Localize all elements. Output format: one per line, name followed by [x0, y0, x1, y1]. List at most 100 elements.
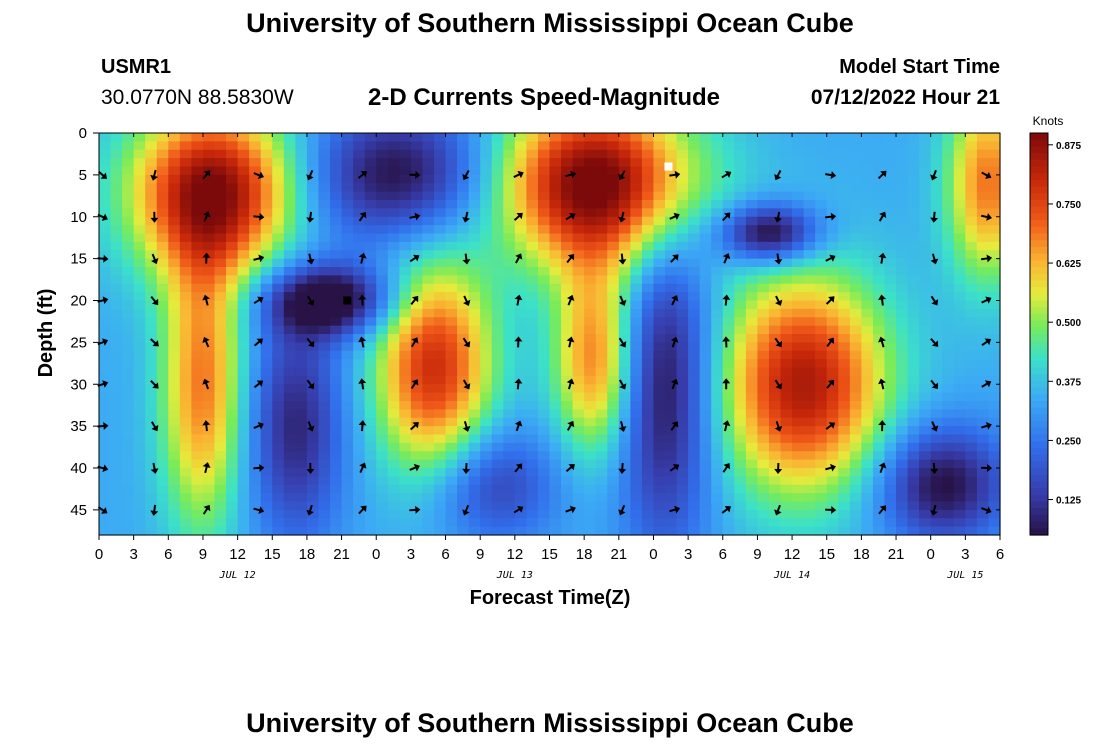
heatmap-cell	[607, 233, 620, 243]
heatmap-cell	[976, 317, 990, 327]
heatmap-cell	[272, 208, 285, 218]
heatmap-cell	[237, 367, 250, 377]
heatmap-cell	[595, 375, 608, 385]
heatmap-cell	[133, 325, 146, 335]
heatmap-cell	[607, 484, 620, 494]
heatmap-cell	[722, 258, 735, 268]
heatmap-cell	[872, 174, 886, 184]
heatmap-cell	[330, 308, 343, 318]
heatmap-cell	[757, 258, 770, 268]
heatmap-cell	[734, 342, 747, 352]
heatmap-cell	[179, 401, 193, 410]
heatmap-cell	[133, 409, 146, 419]
heatmap-cell	[768, 476, 782, 486]
x-tick-label: 0	[649, 546, 657, 563]
colorbar-cell	[1030, 441, 1048, 449]
heatmap-cell	[976, 526, 990, 536]
heatmap-cell	[133, 267, 146, 276]
current-arrow	[722, 294, 731, 306]
heatmap-cell	[792, 158, 805, 168]
heatmap-cell	[122, 493, 135, 503]
heatmap-cell	[965, 166, 978, 176]
heatmap-cell	[745, 275, 759, 285]
heatmap-cell	[734, 518, 747, 528]
heatmap-cell	[896, 183, 909, 193]
heatmap-cell	[665, 141, 678, 151]
heatmap-cell	[433, 258, 447, 268]
heatmap-cell	[930, 409, 943, 419]
heatmap-cell	[249, 275, 262, 285]
heatmap-cell	[630, 468, 643, 477]
heatmap-cell	[202, 359, 216, 369]
heatmap-cell	[688, 300, 701, 310]
heatmap-cell	[480, 359, 493, 369]
heatmap-cell	[745, 468, 759, 477]
heatmap-cell	[768, 225, 782, 235]
heatmap-cell	[445, 325, 458, 335]
heatmap-cell	[133, 375, 146, 385]
heatmap-cell	[757, 267, 770, 276]
heatmap-cell	[641, 166, 655, 176]
heatmap-cell	[330, 200, 343, 209]
heatmap-cell	[988, 158, 1001, 168]
heatmap-cell	[514, 334, 527, 343]
heatmap-cell	[179, 334, 193, 343]
heatmap-cell	[99, 501, 112, 511]
heatmap-cell	[318, 484, 331, 494]
heatmap-cell	[433, 367, 447, 377]
heatmap-cell	[179, 375, 193, 385]
heatmap-cell	[965, 350, 978, 360]
heatmap-cell	[491, 426, 504, 436]
heatmap-cell	[907, 275, 920, 285]
colorbar-cell	[1030, 133, 1048, 141]
heatmap-cell	[930, 334, 943, 343]
heatmap-cell	[549, 241, 562, 251]
heatmap-cell	[641, 501, 655, 511]
heatmap-cell	[572, 191, 585, 201]
heatmap-cell	[942, 174, 955, 184]
heatmap-cell	[919, 275, 932, 285]
heatmap-cell	[422, 342, 435, 352]
heatmap-cell	[433, 166, 447, 176]
heatmap-cell	[919, 526, 932, 536]
heatmap-cell	[884, 208, 897, 218]
heatmap-cell	[722, 359, 735, 369]
heatmap-cell	[630, 191, 643, 201]
heatmap-cell	[699, 233, 712, 243]
heatmap-cell	[734, 367, 747, 377]
heatmap-cell	[445, 509, 458, 519]
heatmap-cell	[468, 375, 481, 385]
heatmap-cell	[122, 451, 135, 461]
heatmap-cell	[468, 158, 481, 168]
heatmap-cell	[745, 267, 759, 276]
heatmap-cell	[145, 468, 158, 477]
heatmap-cell	[930, 292, 943, 302]
heatmap-cell	[410, 509, 424, 519]
heatmap-cell	[318, 233, 331, 243]
heatmap-cell	[191, 509, 204, 519]
heatmap-cell	[919, 442, 932, 452]
heatmap-cell	[919, 241, 932, 251]
colorbar-cell	[1030, 280, 1048, 288]
heatmap-cell	[896, 518, 909, 528]
heatmap-cell	[364, 200, 377, 209]
heatmap-cell	[653, 484, 666, 494]
heatmap-cell	[849, 233, 862, 243]
current-arrow	[411, 337, 419, 348]
heatmap-cell	[641, 342, 655, 352]
heatmap-cell	[561, 367, 574, 377]
heatmap-cell	[907, 459, 920, 469]
heatmap-cell	[584, 367, 597, 377]
heatmap-cell	[792, 384, 805, 394]
heatmap-cell	[237, 208, 250, 218]
heatmap-cell	[318, 141, 331, 151]
heatmap-cell	[953, 233, 966, 243]
heatmap-cell	[145, 149, 158, 159]
heatmap-cell	[422, 442, 435, 452]
heatmap-cell	[376, 158, 389, 168]
heatmap-cell	[803, 384, 816, 394]
current-arrow	[462, 253, 471, 265]
heatmap-cell	[584, 476, 597, 486]
heatmap-cell	[953, 283, 966, 293]
heatmap-cell	[422, 141, 435, 151]
